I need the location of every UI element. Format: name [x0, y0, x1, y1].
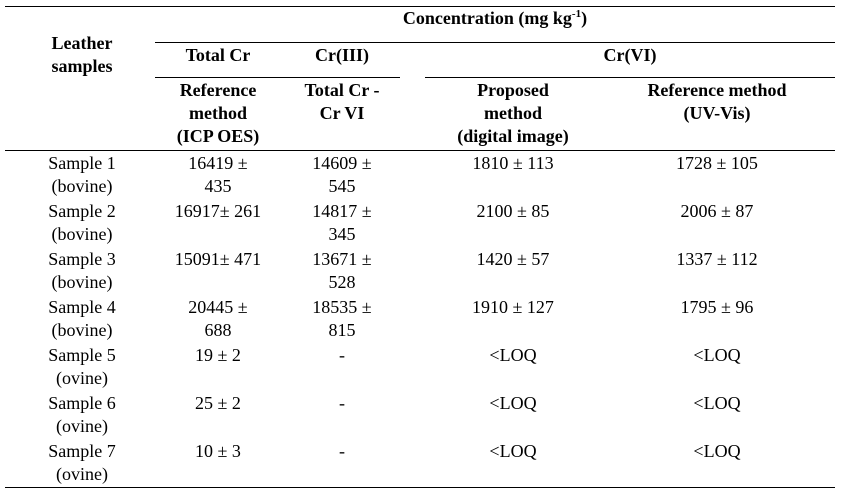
column-header: Cr(III)	[315, 45, 369, 65]
cell: 688	[204, 320, 232, 340]
row-label: (bovine)	[51, 320, 113, 340]
row-header: samples	[51, 56, 113, 76]
row-label: Sample 5	[48, 345, 116, 365]
cell: 16917± 261	[174, 201, 262, 221]
cell: 2100 ± 85	[476, 201, 550, 221]
row-label: (bovine)	[51, 272, 113, 292]
cell: 15091± 471	[174, 249, 262, 269]
rule	[155, 42, 835, 43]
table-title: Concentration (mg kg-1)	[403, 7, 587, 30]
sub-header: Reference method	[647, 80, 787, 100]
cell: 345	[328, 224, 356, 244]
rule	[5, 6, 835, 7]
cell: 25 ± 2	[195, 393, 241, 413]
cell: <LOQ	[489, 393, 537, 413]
row-label: Sample 1	[48, 153, 116, 173]
cell: -	[339, 393, 345, 413]
column-header: Total Cr	[185, 45, 251, 65]
cell: <LOQ	[693, 441, 741, 461]
cell: 16419 ±	[188, 153, 248, 173]
row-label: Sample 2	[48, 201, 116, 221]
row-label: (bovine)	[51, 224, 113, 244]
sub-header: method	[484, 103, 542, 123]
cell: -	[339, 345, 345, 365]
sub-header: Proposed	[477, 80, 549, 100]
cell: 14817 ±	[312, 201, 372, 221]
row-label: (ovine)	[56, 416, 108, 436]
sub-header: (digital image)	[457, 126, 569, 146]
cell: 20445 ±	[188, 297, 248, 317]
cell: 815	[328, 320, 356, 340]
sub-header: (ICP OES)	[176, 126, 260, 146]
cell: 1910 ± 127	[472, 297, 554, 317]
row-label: (ovine)	[56, 464, 108, 484]
rule	[155, 77, 400, 78]
row-label: Sample 3	[48, 249, 116, 269]
title-end: )	[581, 8, 588, 28]
cell: <LOQ	[489, 345, 537, 365]
cell: <LOQ	[693, 393, 741, 413]
cell: 1795 ± 96	[680, 297, 754, 317]
cell: 1337 ± 112	[676, 249, 758, 269]
cell: 528	[328, 272, 356, 292]
rule	[425, 77, 835, 78]
title-text: Concentration (mg kg	[402, 8, 572, 28]
row-label: Sample 4	[48, 297, 116, 317]
row-label: (ovine)	[56, 368, 108, 388]
cell: -	[339, 441, 345, 461]
rule	[5, 487, 835, 488]
sub-header: (UV-Vis)	[683, 103, 751, 123]
sub-header: Reference	[179, 80, 257, 100]
row-label: Sample 6	[48, 393, 116, 413]
row-label: (bovine)	[51, 176, 113, 196]
cell: 545	[328, 176, 356, 196]
cell: 13671 ±	[312, 249, 372, 269]
cell: 10 ± 3	[195, 441, 241, 461]
cell: 1810 ± 113	[472, 153, 554, 173]
title-sup: -1	[571, 8, 582, 20]
row-header: Leather	[51, 33, 113, 53]
cell: 2006 ± 87	[680, 201, 754, 221]
cell: 18535 ±	[312, 297, 372, 317]
row-label: Sample 7	[48, 441, 116, 461]
cell: 19 ± 2	[195, 345, 241, 365]
cell: 1728 ± 105	[676, 153, 758, 173]
sub-header: method	[189, 103, 247, 123]
cell: 14609 ±	[312, 153, 372, 173]
cell: <LOQ	[489, 441, 537, 461]
column-header: Cr(VI)	[603, 45, 657, 65]
cell: <LOQ	[693, 345, 741, 365]
sub-header: Total Cr -	[304, 80, 380, 100]
cell: 435	[204, 176, 232, 196]
sub-header: Cr VI	[319, 103, 365, 123]
cell: 1420 ± 57	[476, 249, 550, 269]
rule	[5, 150, 835, 151]
